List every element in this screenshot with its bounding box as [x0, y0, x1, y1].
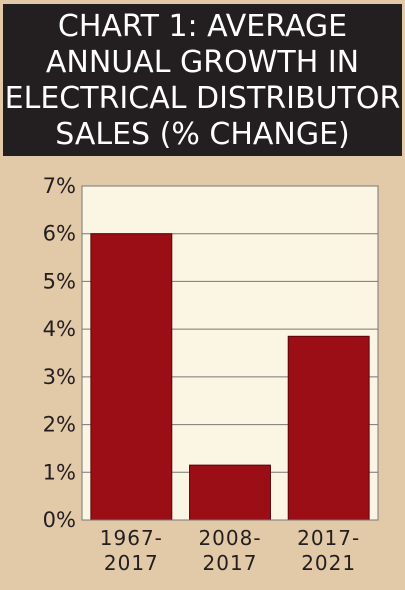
chart-title-line-1: CHART 1: AVERAGE — [57, 9, 348, 44]
y-tick-label: 3% — [43, 365, 76, 389]
y-tick-label: 4% — [43, 317, 76, 341]
x-tick-label: 2008- — [198, 526, 261, 550]
x-tick-label: 2017 — [203, 551, 258, 575]
y-tick-labels: 0% 1% 2% 3% 4% 5% 6% 7% — [43, 174, 76, 532]
x-tick-label: 2017 — [104, 551, 159, 575]
y-tick-label: 6% — [43, 222, 76, 246]
y-tick-label: 5% — [43, 269, 76, 293]
y-tick-label: 0% — [43, 508, 76, 532]
chart-title-bar: CHART 1: AVERAGE ANNUAL GROWTH IN ELECTR… — [3, 4, 402, 156]
y-tick-label: 2% — [43, 413, 76, 437]
x-tick-label: 1967- — [100, 526, 163, 550]
bar — [287, 335, 370, 521]
plot-border — [81, 185, 379, 521]
bar — [189, 464, 271, 521]
chart-title-line-3: ELECTRICAL DISTRIBUTOR — [4, 81, 401, 116]
y-tick-label: 7% — [43, 174, 76, 198]
bar — [90, 233, 173, 521]
y-tick-label: 1% — [43, 460, 76, 484]
chart-title-line-4: SALES (% CHANGE) — [55, 117, 350, 152]
x-tick-label: 2021 — [301, 551, 356, 575]
chart-title-line-2: ANNUAL GROWTH IN — [45, 45, 360, 80]
x-tick-label: 2017- — [297, 526, 360, 550]
